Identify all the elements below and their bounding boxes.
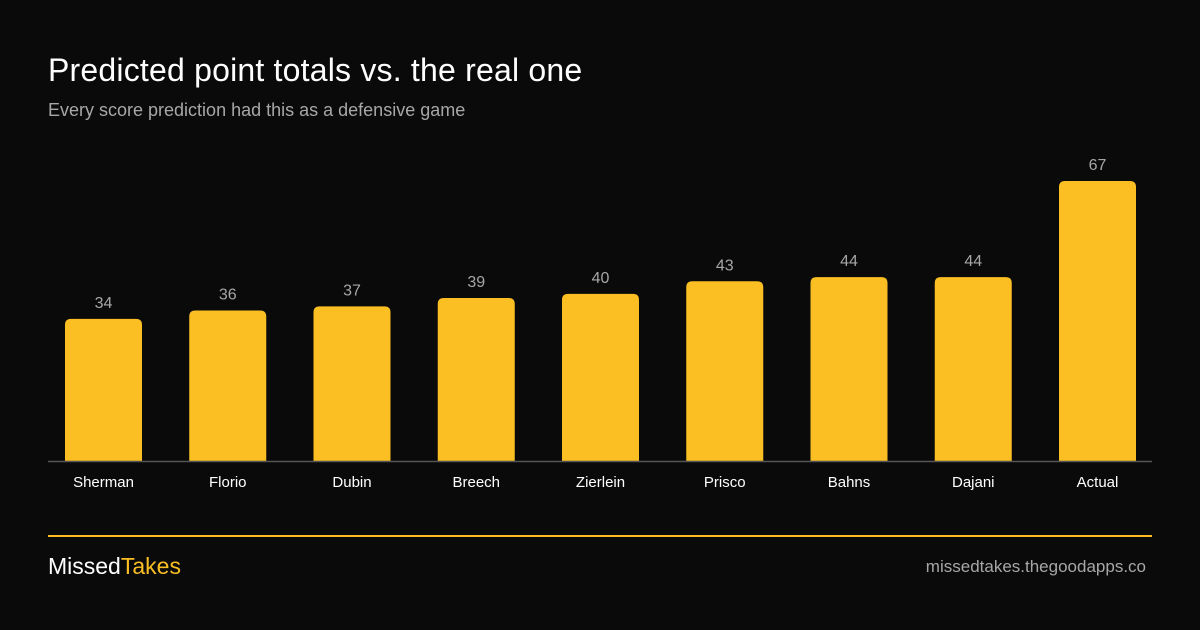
bar-dajani — [934, 277, 1012, 461]
bar-actual — [1059, 181, 1136, 461]
data-label-dubin: 37 — [343, 282, 361, 299]
bar-sherman — [65, 318, 142, 461]
data-label-florio: 36 — [219, 287, 237, 304]
brand-name-part2: Takes — [120, 553, 181, 579]
data-label-prisco: 43 — [716, 257, 734, 274]
data-label-sherman: 34 — [95, 295, 113, 312]
bar-bahns — [810, 277, 888, 461]
data-label-actual: 67 — [1089, 157, 1107, 174]
x-tick-label-breech: Breech — [452, 474, 500, 491]
data-label-bahns: 44 — [840, 253, 858, 270]
bar-zierlein — [562, 293, 639, 461]
x-tick-label-florio: Florio — [209, 474, 247, 491]
brand-logo: MissedTakes — [48, 553, 181, 580]
x-tick-label-dubin: Dubin — [332, 474, 371, 491]
bar-prisco — [686, 281, 764, 461]
chart-subtitle: Every score prediction had this as a def… — [48, 100, 466, 120]
data-label-zierlein: 40 — [592, 270, 610, 287]
site-url: missedtakes.thegoodapps.co — [925, 557, 1146, 576]
data-label-breech: 39 — [467, 274, 485, 291]
chart-title: Predicted point totals vs. the real one — [48, 52, 583, 88]
bar-chart: 34 Sherman 36 Florio 37 Dubin 39 Breech 40 Zierle… — [48, 157, 1152, 491]
x-tick-label-dajani: Dajani — [952, 474, 995, 491]
brand-name-part1: Missed — [48, 553, 121, 579]
data-label-dajani: 44 — [964, 253, 982, 270]
bar-dubin — [313, 306, 391, 461]
footer-divider — [48, 535, 1152, 537]
x-tick-label-bahns: Bahns — [828, 474, 871, 491]
bar-florio — [189, 310, 267, 461]
x-tick-label-zierlein: Zierlein — [576, 474, 625, 491]
x-tick-label-actual: Actual — [1077, 474, 1119, 491]
x-tick-label-prisco: Prisco — [704, 474, 746, 491]
x-tick-label-sherman: Sherman — [73, 474, 134, 491]
bar-breech — [437, 298, 515, 461]
